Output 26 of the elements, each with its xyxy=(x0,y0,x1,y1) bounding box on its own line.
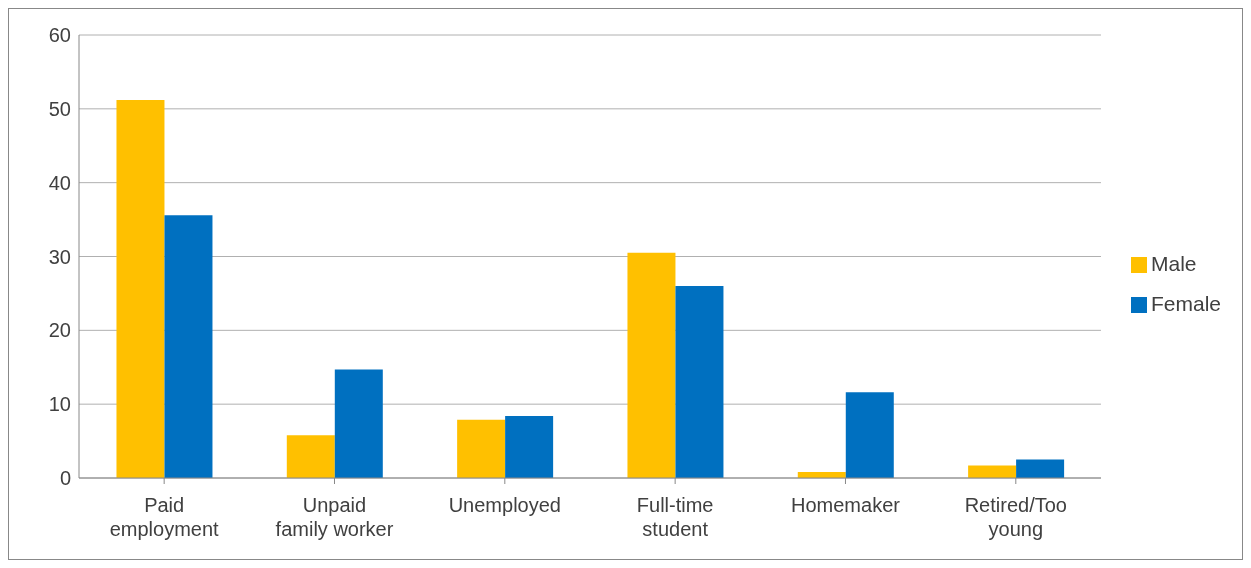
bar xyxy=(845,392,894,478)
y-tick-label: 0 xyxy=(59,467,71,490)
y-tick-label: 50 xyxy=(48,97,71,120)
x-tick-label: Unemployed xyxy=(448,494,561,516)
legend-label: Female xyxy=(1150,291,1221,315)
x-tick-label: Homemaker xyxy=(791,494,901,516)
bar xyxy=(116,99,165,478)
x-tick-label: Retired/Too young xyxy=(964,494,1067,540)
bar xyxy=(286,435,335,478)
x-tick-label: Unpaid family worker xyxy=(275,494,394,540)
bar xyxy=(627,252,676,478)
legend-label: Male xyxy=(1150,251,1197,275)
bar xyxy=(968,465,1017,478)
x-tick-label: Paid employment xyxy=(109,494,220,540)
bar xyxy=(457,419,506,478)
y-tick-label: 60 xyxy=(48,24,71,47)
bar xyxy=(164,215,213,478)
bar xyxy=(334,369,383,478)
x-tick-label: Full-time student xyxy=(636,494,714,540)
bar xyxy=(675,286,724,478)
y-tick-label: 30 xyxy=(48,245,71,268)
bar xyxy=(1016,459,1065,478)
bar xyxy=(505,415,554,478)
y-tick-label: 40 xyxy=(48,171,71,194)
y-tick-label: 20 xyxy=(48,319,71,342)
y-tick-label: 10 xyxy=(48,393,71,416)
